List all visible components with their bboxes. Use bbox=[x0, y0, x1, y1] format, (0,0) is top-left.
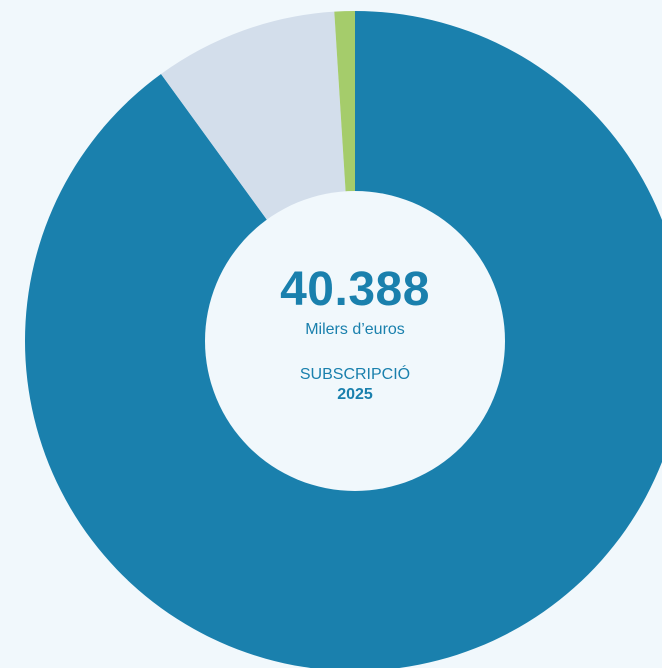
subscription-caption: SUBSCRIPCIÓ bbox=[299, 366, 411, 383]
donut-center-label: 40.388 Milers d’euros SUBSCRIPCIÓ 2025 bbox=[205, 232, 505, 492]
donut-hole bbox=[205, 191, 505, 491]
total-unit: Milers d’euros bbox=[305, 321, 405, 338]
total-value: 40.388 bbox=[280, 263, 430, 316]
subscription-year: 2025 bbox=[337, 386, 373, 403]
